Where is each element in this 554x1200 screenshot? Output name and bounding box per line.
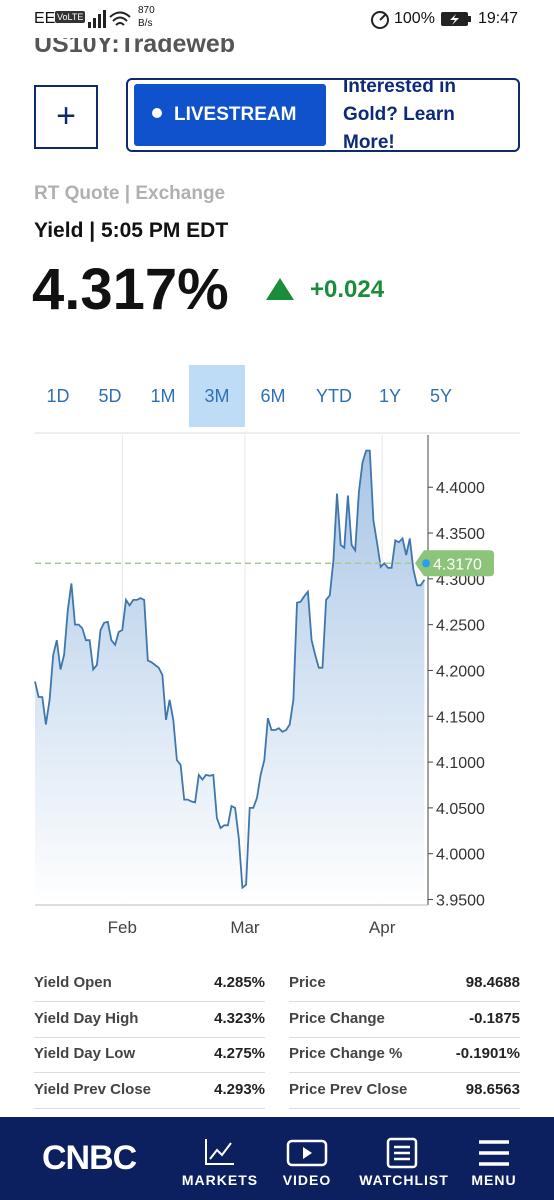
y-tick-label: 4.2000 <box>436 663 485 680</box>
y-tick-label: 3.9500 <box>436 893 485 910</box>
up-arrow <box>266 278 294 300</box>
range-tab[interactable]: 5Y <box>429 386 453 406</box>
stat-value: -0.1875 <box>469 1010 520 1027</box>
promo-box[interactable] <box>126 78 520 152</box>
range-tab[interactable]: 5D <box>98 386 122 406</box>
menu-icon <box>479 1140 509 1166</box>
nav-item[interactable]: MARKETS <box>181 1172 259 1188</box>
range-tab[interactable]: 3M <box>189 365 245 427</box>
range-tab[interactable]: 6M <box>260 386 286 406</box>
markets-icon <box>205 1139 234 1165</box>
carrier: EE <box>34 10 56 27</box>
y-tick-label: 4.0000 <box>436 847 485 864</box>
speed-unit: B/s <box>138 18 153 29</box>
stat-value: 4.285% <box>214 974 265 991</box>
quote-change: +0.024 <box>310 276 385 303</box>
ad-text[interactable]: Interested in <box>343 76 456 97</box>
stat-value: 4.293% <box>214 1081 265 1098</box>
last-value-dot <box>422 559 430 568</box>
row-separator <box>289 1037 520 1038</box>
stat-label: Price Change <box>289 1010 385 1027</box>
range-tab[interactable]: 1Y <box>378 386 402 406</box>
x-tick-label: Mar <box>230 918 260 937</box>
ad-text[interactable]: More! <box>343 132 395 153</box>
x-tick-label: Apr <box>369 918 396 937</box>
chart: Feb Mar Apr 3.9500 4.0000 4.0500 4.1000 4.1500 4… <box>34 432 520 937</box>
row-separator <box>34 1072 265 1073</box>
x-tick-label: Feb <box>108 918 137 937</box>
add-button[interactable]: + <box>34 85 98 149</box>
stat-label: Yield Day Low <box>34 1045 136 1062</box>
area <box>35 450 425 905</box>
row-separator <box>289 1108 520 1109</box>
line <box>34 449 426 890</box>
watchlist-icon <box>386 1137 418 1169</box>
row-separator <box>34 1108 265 1109</box>
volte: VoLTE <box>55 11 86 23</box>
row-separator <box>34 1001 265 1002</box>
stat-value: 98.4688 <box>465 974 520 991</box>
range-tab[interactable]: 1M <box>150 386 176 406</box>
stat-value: 4.323% <box>214 1010 265 1027</box>
data-saver-icon <box>371 11 389 29</box>
quote-source: RT Quote | Exchange <box>34 183 226 204</box>
stat-label: Yield Open <box>34 974 112 991</box>
y-tick-label: 4.1500 <box>436 709 485 726</box>
stat-label: Price <box>289 974 326 991</box>
bottom-nav: CNBC MARKETS VIDEO WATCHLIST MENU <box>0 1117 554 1200</box>
battery-level: 100% <box>394 10 435 27</box>
row-separator <box>34 1037 265 1038</box>
signal-icons <box>88 10 131 28</box>
stat-label: Yield Prev Close <box>34 1081 151 1098</box>
logo-text: CNBC <box>42 1139 137 1177</box>
stat-label: Yield Day High <box>34 1010 139 1027</box>
stat-value: 98.6563 <box>465 1081 520 1098</box>
nav-item[interactable]: VIDEO <box>282 1172 332 1188</box>
last-value-badge <box>415 550 494 577</box>
header: US10Y:Tradeweb <box>0 38 554 60</box>
livestream-label: LIVESTREAM <box>174 104 297 125</box>
range-tab[interactable]: 1D <box>46 386 70 406</box>
battery-icon <box>441 12 471 26</box>
nav-item[interactable]: WATCHLIST <box>359 1172 449 1188</box>
y-tick-label: 4.3500 <box>436 526 485 543</box>
speed: 870 <box>138 5 155 16</box>
range-tab[interactable]: YTD <box>316 386 352 406</box>
quote-price: 4.317% <box>32 257 229 322</box>
clock: 19:47 <box>478 10 519 27</box>
ad-text[interactable]: Gold? Learn <box>343 104 455 125</box>
quote-time: Yield | 5:05 PM EDT <box>34 219 229 242</box>
status-bar: EE VoLTE 870 B/s 100% 19:47 <box>0 0 554 38</box>
stat-label: Price Change % <box>289 1045 403 1062</box>
row-separator <box>289 1001 520 1002</box>
page-title: US10Y:Tradeweb <box>34 38 236 58</box>
livestream-button[interactable]: LIVESTREAM <box>134 84 326 146</box>
logo[interactable]: CNBC <box>42 1137 142 1177</box>
nav-item[interactable]: MENU <box>471 1172 517 1188</box>
row-separator <box>289 1072 520 1073</box>
stat-value: -0.1901% <box>455 1045 520 1062</box>
stat-value: 4.275% <box>214 1045 265 1062</box>
video-icon <box>286 1139 328 1167</box>
y-tick-label: 4.4000 <box>436 480 485 497</box>
stat-label: Price Prev Close <box>289 1081 408 1098</box>
last-value-label: 4.3170 <box>433 556 482 573</box>
y-tick-label: 4.0500 <box>436 801 485 818</box>
y-tick-label: 4.2500 <box>436 618 485 635</box>
y-tick-label: 4.1000 <box>436 755 485 772</box>
